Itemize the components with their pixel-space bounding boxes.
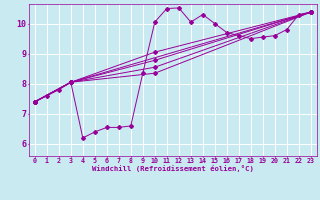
X-axis label: Windchill (Refroidissement éolien,°C): Windchill (Refroidissement éolien,°C) xyxy=(92,165,254,172)
